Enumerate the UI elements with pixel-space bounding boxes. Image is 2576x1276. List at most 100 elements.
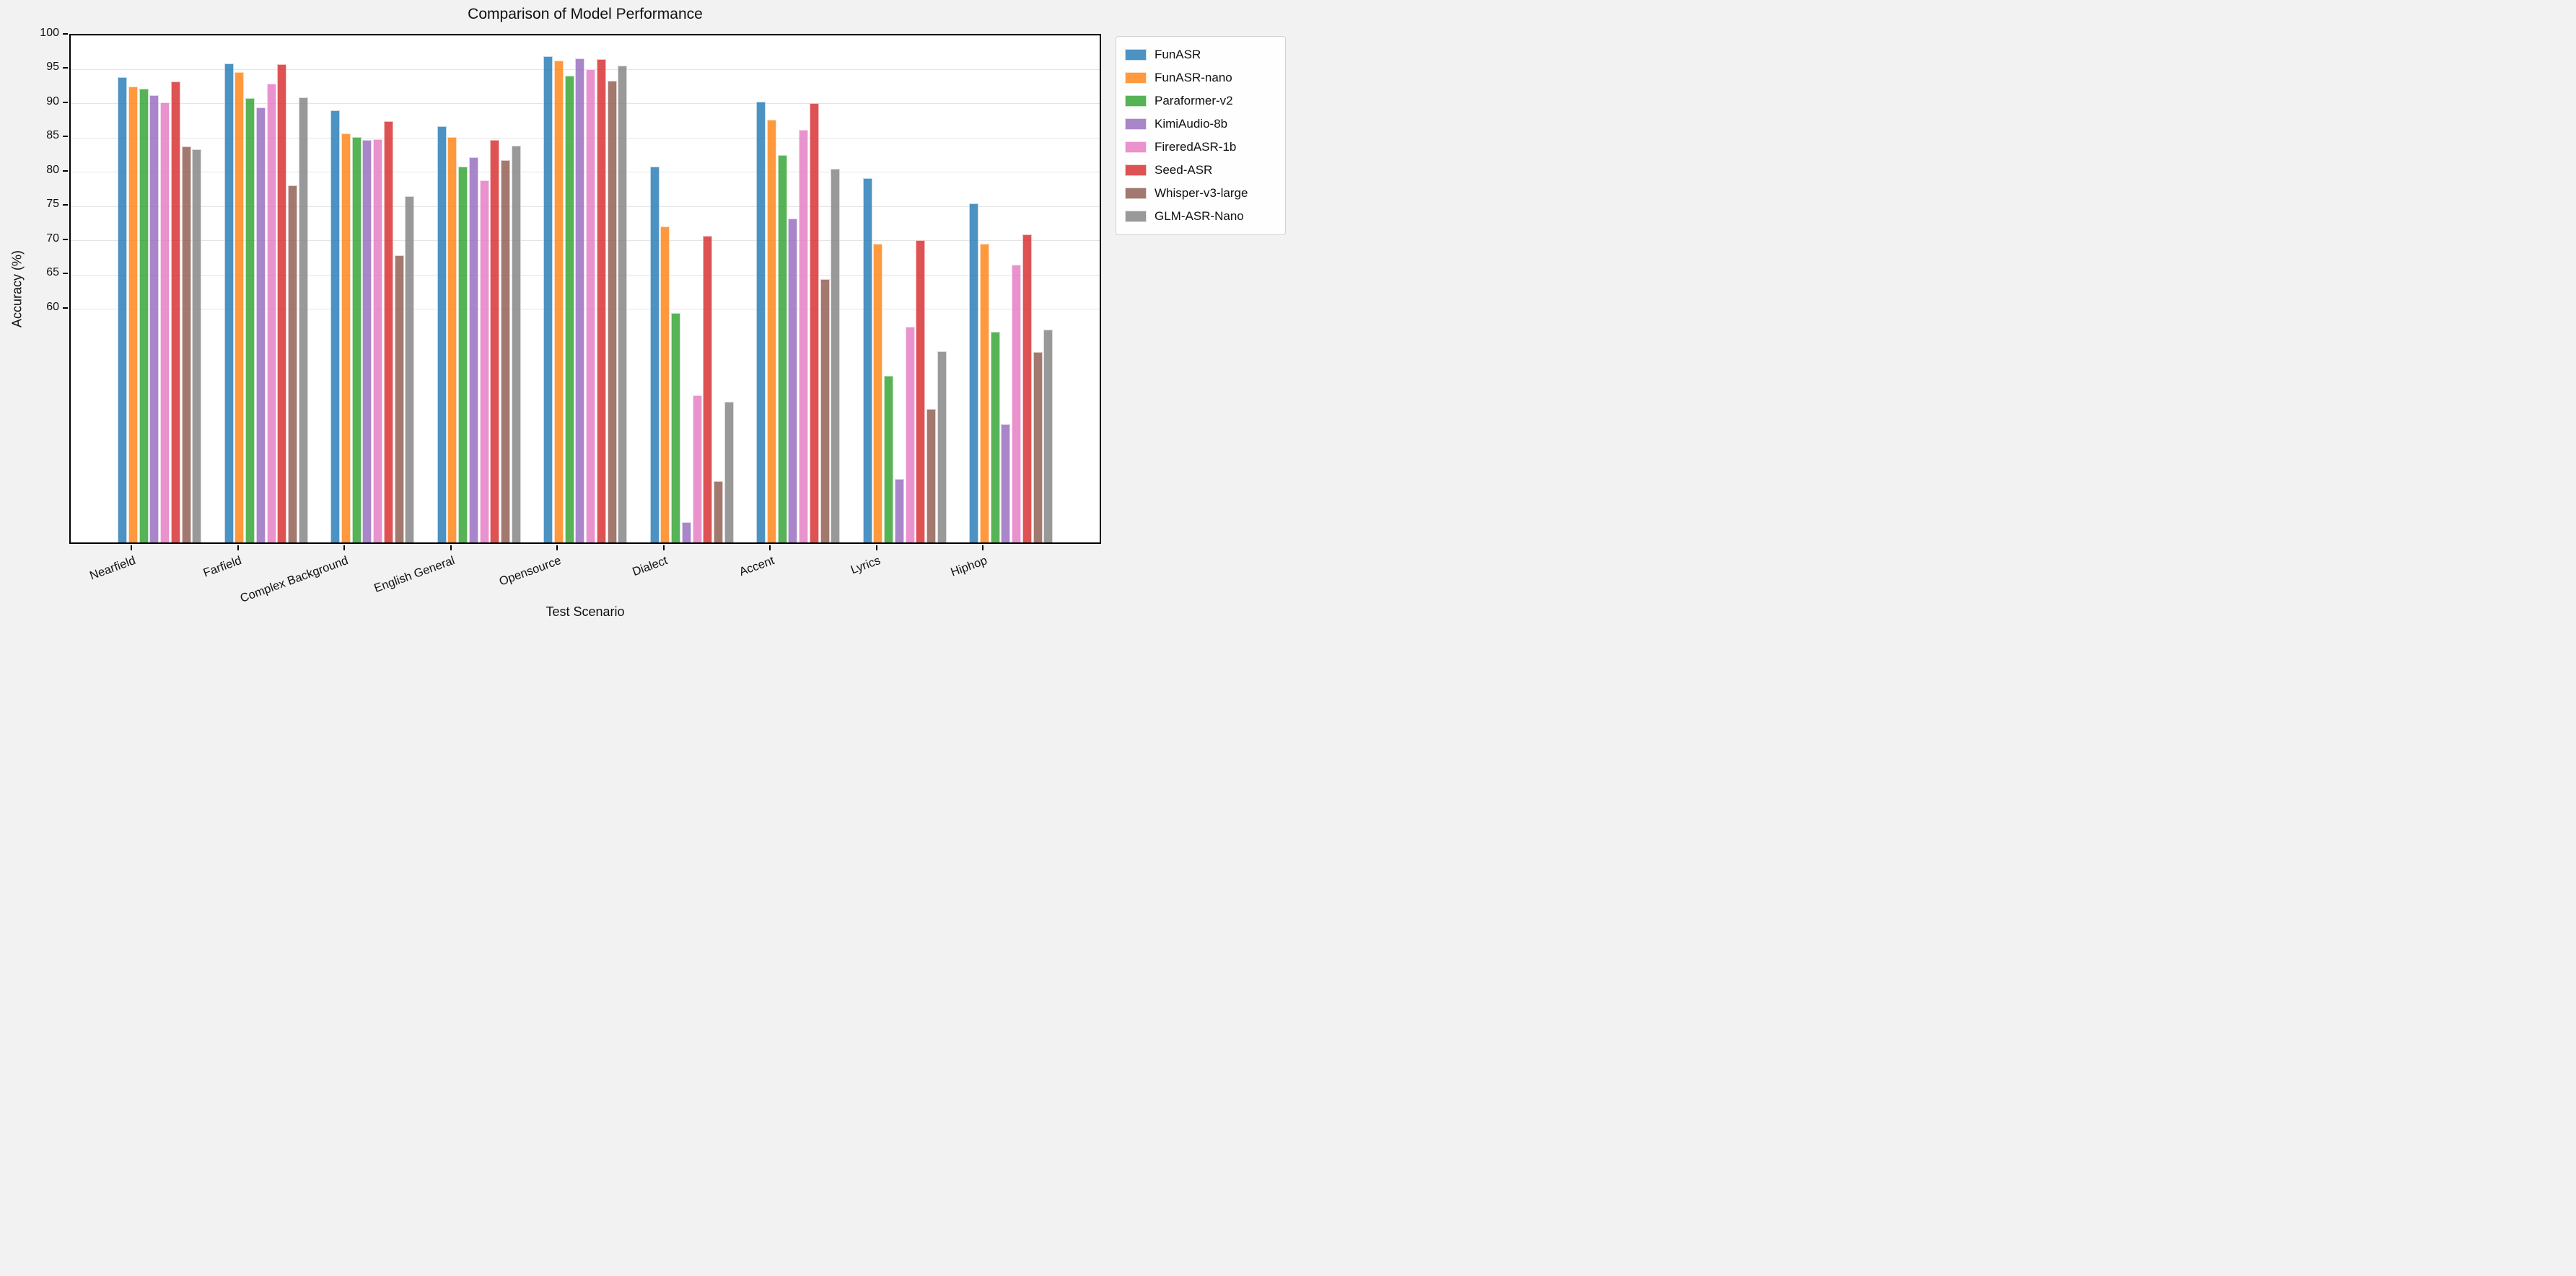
x-tick-mark <box>769 545 771 550</box>
gridline <box>71 35 1100 36</box>
gridline <box>71 206 1100 207</box>
x-tick-mark <box>982 545 983 550</box>
y-tick-mark <box>63 204 68 206</box>
bar <box>649 167 660 542</box>
y-tick-mark <box>63 101 68 103</box>
bar <box>160 102 170 542</box>
bar <box>969 203 979 542</box>
bar <box>330 110 341 542</box>
legend-item: Whisper-v3-large <box>1125 182 1276 205</box>
legend-swatch <box>1125 164 1147 176</box>
bar <box>884 376 894 542</box>
chart-title: Comparison of Model Performance <box>468 6 703 22</box>
x-tick-label: English General <box>372 554 457 596</box>
bar <box>926 408 937 542</box>
x-tick-label: Nearfield <box>87 554 138 583</box>
y-tick-label: 95 <box>46 61 59 74</box>
x-tick-mark <box>237 545 239 550</box>
bar <box>979 244 989 542</box>
bar <box>607 81 617 542</box>
bar <box>277 63 287 542</box>
x-tick-mark <box>875 545 877 550</box>
legend-item: Paraformer-v2 <box>1125 89 1276 113</box>
bar <box>586 69 596 542</box>
bar <box>564 75 574 542</box>
bar <box>1012 264 1022 542</box>
x-tick-label: Lyrics <box>849 554 882 577</box>
y-tick-label: 75 <box>46 198 59 211</box>
bar <box>192 149 202 542</box>
bar <box>149 95 159 542</box>
bar <box>894 478 904 542</box>
legend-item: Seed-ASR <box>1125 159 1276 182</box>
plot-area <box>69 34 1101 544</box>
y-tick-label: 100 <box>40 27 59 39</box>
bar <box>458 167 468 542</box>
bar <box>660 226 670 542</box>
bar <box>862 178 872 542</box>
y-tick-mark <box>63 307 68 309</box>
bar <box>553 60 564 542</box>
bar <box>501 159 511 542</box>
legend-label: Seed-ASR <box>1155 163 1213 177</box>
legend-item: FunASR <box>1125 43 1276 66</box>
bar <box>831 168 841 542</box>
bar <box>224 63 234 542</box>
y-tick-label: 80 <box>46 163 59 176</box>
bar <box>905 327 915 542</box>
bar <box>714 480 724 542</box>
legend-item: FunASR-nano <box>1125 66 1276 89</box>
x-tick-label: Farfield <box>201 554 244 580</box>
bar <box>788 219 798 542</box>
y-tick-mark <box>63 67 68 69</box>
bar <box>351 137 362 542</box>
legend-label: FunASR <box>1155 48 1201 61</box>
bar <box>937 351 947 542</box>
bar <box>724 402 734 542</box>
legend-label: KimiAudio-8b <box>1155 117 1228 131</box>
gridline <box>71 69 1100 70</box>
x-tick-label: Complex Background <box>238 554 351 605</box>
bar <box>405 195 415 542</box>
bar <box>266 84 276 542</box>
y-tick-mark <box>63 136 68 138</box>
legend-swatch <box>1125 188 1147 199</box>
bar <box>575 58 585 542</box>
bar <box>235 72 245 542</box>
bar <box>799 129 809 542</box>
bar <box>703 235 713 542</box>
bar <box>479 180 489 542</box>
bar <box>596 59 606 542</box>
x-tick-label: Dialect <box>631 554 670 579</box>
legend-label: Whisper-v3-large <box>1155 186 1248 200</box>
bar <box>692 395 702 542</box>
bar <box>447 137 457 542</box>
legend-swatch <box>1125 72 1147 84</box>
bar <box>362 140 372 542</box>
x-axis-title: Test Scenario <box>546 604 625 619</box>
bar <box>255 107 266 542</box>
bar <box>298 97 308 542</box>
bar <box>468 157 478 542</box>
y-tick-label: 90 <box>46 94 59 107</box>
bar <box>681 522 691 542</box>
figure: Comparison of Model Performance Accuracy… <box>0 0 1288 638</box>
x-tick-mark <box>131 545 132 550</box>
bar <box>511 145 521 542</box>
bar <box>1001 423 1011 542</box>
bar <box>809 102 819 542</box>
bar <box>437 126 447 542</box>
x-tick-label: Accent <box>737 554 776 579</box>
bar <box>394 255 404 542</box>
bar <box>490 140 500 542</box>
y-axis-title: Accuracy (%) <box>9 250 25 328</box>
legend-swatch <box>1125 211 1147 222</box>
legend-label: FireredASR-1b <box>1155 140 1237 154</box>
y-tick-label: 65 <box>46 266 59 279</box>
gridline <box>71 274 1100 276</box>
y-tick-label: 60 <box>46 300 59 313</box>
bar <box>181 146 191 542</box>
bar <box>139 88 149 542</box>
bar <box>118 76 128 542</box>
bar <box>170 82 180 542</box>
